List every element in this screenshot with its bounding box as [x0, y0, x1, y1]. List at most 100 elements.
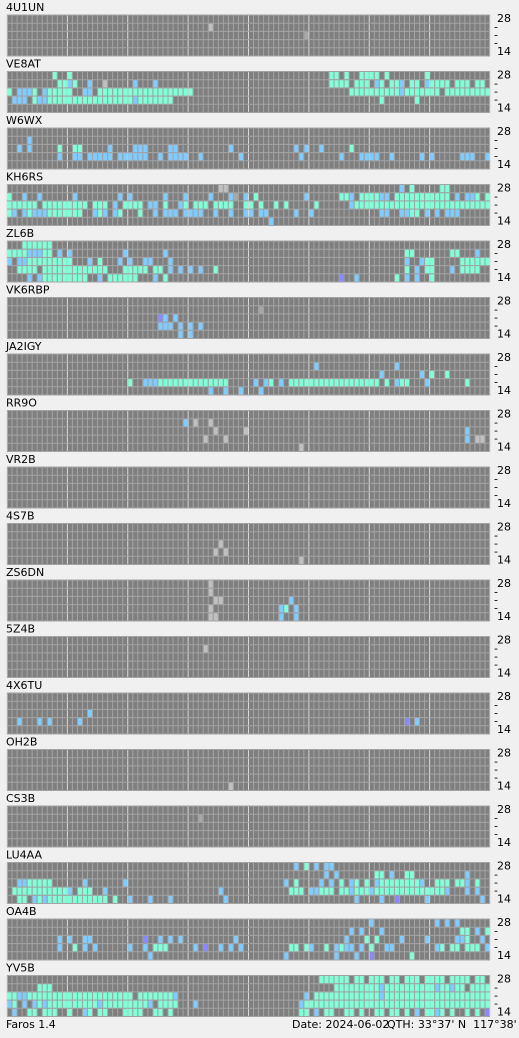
signal-cell	[480, 88, 485, 96]
signal-cell	[354, 976, 359, 984]
signal-cell	[12, 249, 17, 257]
signal-cell	[118, 209, 123, 217]
signal-cell	[465, 266, 470, 274]
signal-cell	[470, 193, 475, 201]
signal-cell	[27, 992, 32, 1000]
signal-cell	[47, 1008, 52, 1016]
signal-cell	[168, 992, 173, 1000]
signal-cell	[379, 879, 384, 887]
band-mid: -	[494, 868, 498, 881]
signal-cell	[485, 944, 490, 952]
signal-cell	[27, 144, 32, 153]
band-bottom: 14	[497, 892, 511, 905]
signal-cell	[67, 887, 72, 895]
signal-cell	[133, 1008, 138, 1016]
band-mid: -	[494, 602, 498, 615]
signal-cell	[450, 944, 455, 952]
signal-cell	[93, 153, 98, 161]
signal-cell	[394, 362, 399, 370]
signal-cell	[88, 1008, 93, 1016]
signal-cell	[349, 927, 354, 935]
signal-cell	[148, 96, 153, 104]
band-mid: -	[494, 650, 498, 663]
signal-cell	[349, 144, 354, 153]
signal-cell	[344, 935, 349, 944]
signal-cell	[37, 984, 42, 992]
signal-cell	[42, 879, 47, 887]
band-bottom: 14	[497, 384, 511, 397]
signal-cell	[123, 274, 128, 282]
signal-cell	[203, 435, 208, 443]
signal-cell	[193, 379, 198, 387]
signal-cell	[480, 976, 485, 984]
signal-cell	[128, 266, 133, 274]
signal-cell	[213, 613, 218, 621]
signal-cell	[354, 201, 359, 209]
signal-cell	[450, 201, 455, 209]
band-mid: -	[494, 884, 498, 897]
signal-cell	[198, 201, 203, 209]
signal-cell	[425, 1008, 430, 1016]
signal-cell	[158, 379, 163, 387]
band-top: 28	[497, 577, 511, 590]
signal-cell	[284, 879, 289, 887]
signal-cell	[153, 379, 158, 387]
band-mid: -	[494, 594, 498, 607]
signal-cell	[420, 992, 425, 1000]
signal-cell	[404, 718, 409, 726]
signal-cell	[128, 201, 133, 209]
signal-cell	[455, 1000, 460, 1008]
beacon-label: VE8AT	[6, 58, 41, 71]
signal-cell	[37, 895, 42, 903]
signal-cell	[435, 887, 440, 895]
signal-cell	[410, 1000, 415, 1008]
signal-cell	[178, 153, 183, 161]
signal-cell	[319, 144, 324, 153]
signal-cell	[128, 895, 133, 903]
signal-cell	[304, 144, 309, 153]
signal-cell	[163, 193, 168, 201]
signal-cell	[108, 153, 113, 161]
signal-cell	[98, 1008, 103, 1016]
signal-cell	[42, 984, 47, 992]
signal-cell	[113, 1000, 118, 1008]
signal-cell	[153, 1008, 158, 1016]
signal-cell	[223, 185, 228, 193]
signal-cell	[133, 88, 138, 96]
signal-cell	[88, 153, 93, 161]
signal-cell	[98, 153, 103, 161]
qth-label: QTH: 33°37' N 117°38' W	[387, 1018, 519, 1031]
band-bottom: 14	[497, 440, 511, 453]
signal-cell	[299, 379, 304, 387]
signal-cell	[334, 72, 339, 80]
signal-cell	[173, 314, 178, 322]
signal-cell	[168, 153, 173, 161]
signal-cell	[52, 209, 57, 217]
signal-cell	[369, 976, 374, 984]
signal-cell	[319, 976, 324, 984]
signal-cell	[128, 88, 133, 96]
signal-cell	[460, 257, 465, 266]
band-mid: -	[494, 311, 498, 324]
signal-cell	[88, 887, 93, 895]
signal-cell	[460, 80, 465, 88]
signal-cell	[364, 201, 369, 209]
signal-cell	[455, 201, 460, 209]
signal-cell	[173, 379, 178, 387]
signal-cell	[304, 31, 309, 40]
signal-cell	[404, 871, 409, 879]
signal-cell	[32, 96, 37, 104]
signal-cell	[359, 887, 364, 895]
signal-cell	[314, 863, 319, 871]
signal-cell	[475, 1000, 480, 1008]
signal-cell	[153, 201, 158, 209]
signal-cell	[404, 379, 409, 387]
signal-cell	[158, 88, 163, 96]
signal-cell	[430, 984, 435, 992]
signal-cell	[404, 249, 409, 257]
signal-cell	[32, 895, 37, 903]
signal-cell	[7, 1000, 12, 1008]
signal-cell	[389, 1000, 394, 1008]
signal-cell	[455, 944, 460, 952]
signal-cell	[445, 984, 450, 992]
